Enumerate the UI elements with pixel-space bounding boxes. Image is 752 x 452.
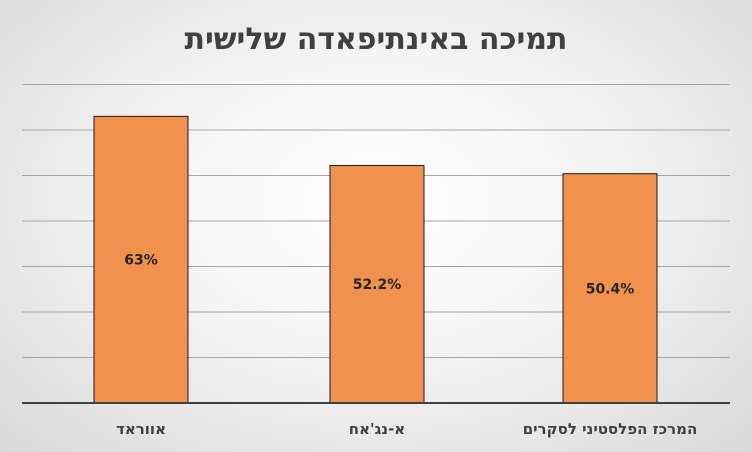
- bar: [93, 115, 189, 404]
- data-label: 52.2%: [353, 277, 402, 293]
- data-label: 63%: [124, 253, 158, 269]
- bar: [329, 164, 425, 404]
- chart-title: תמיכה באינתיפאדה שלישית: [184, 22, 568, 57]
- category-label: א-נג'אח: [349, 420, 405, 438]
- data-label: 50.4%: [586, 281, 635, 297]
- category-label: אווראד: [116, 420, 166, 438]
- category-label: המרכז הפלסטיני לסקרים: [523, 420, 698, 438]
